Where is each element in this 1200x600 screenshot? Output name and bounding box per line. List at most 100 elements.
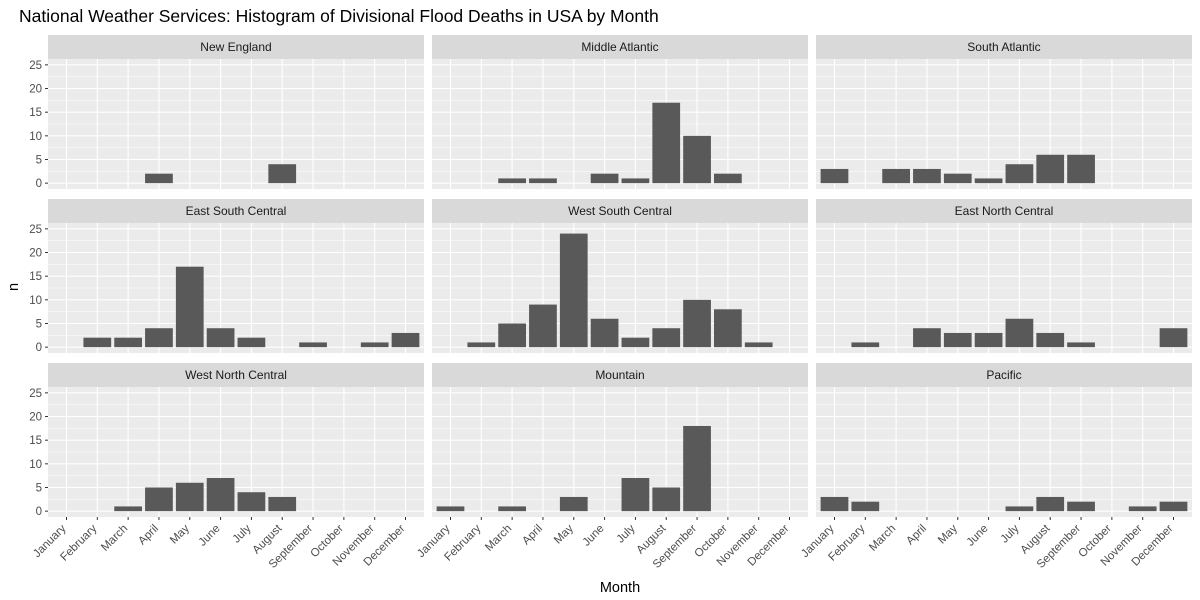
y-tick-label: 25 [29,60,42,72]
bar [299,342,327,348]
bar [498,323,526,348]
facet-strip-label: East North Central [955,204,1054,218]
y-tick-label: 15 [29,271,42,283]
x-tick-label: July [231,522,254,545]
bar [436,506,465,512]
bar [683,299,711,348]
bar [559,496,588,512]
facet-panels: New England 0 5 10 15 20 25 Middle Atlantic Sout… [29,35,1192,571]
bar [621,337,650,348]
bar [1067,501,1095,512]
chart-title: National Weather Services: Histogram of … [19,6,659,26]
bar [1067,154,1095,184]
facet-strip-label: West North Central [185,368,287,382]
x-tick-label: May [936,522,960,546]
bar [621,478,650,512]
bar [360,342,389,348]
bar [1005,318,1034,348]
bar [391,332,420,348]
bar [83,337,112,348]
bar [621,178,650,184]
bar [1005,506,1034,512]
bar [1005,164,1034,184]
y-tick-label: 0 [36,342,42,354]
facet-strip [48,199,424,223]
x-tick-label: March [99,523,130,554]
facet-strip-label: South Atlantic [967,40,1040,54]
bar [114,337,142,348]
bar [145,173,173,184]
y-tick-label: 5 [36,482,42,494]
bar [1159,328,1188,348]
facet-strip [432,363,808,387]
x-tick-label: April [520,523,545,548]
bar [175,482,204,512]
bar [590,173,619,184]
bar [529,178,557,184]
facet-panel: West North Central0510152025JanuaryFebru… [29,363,424,571]
bar [683,135,711,184]
bar [145,328,173,348]
bar [590,318,619,348]
facet-panel: New England 0 5 10 15 20 25 [29,35,424,190]
facet-panel: Middle Atlantic [432,35,808,189]
facet-strip [816,363,1192,387]
facet-strip [816,199,1192,223]
x-tick-label: July [615,522,638,545]
facet-strip-label: Middle Atlantic [581,40,658,54]
bar [145,487,173,512]
y-tick-label: 15 [29,107,42,119]
facet-panel: East North Central [816,199,1192,353]
facet-strip-label: Pacific [986,368,1021,382]
bar [820,168,849,184]
bar [1128,506,1157,512]
bar [237,492,266,512]
y-tick-label: 15 [29,435,42,447]
bar [683,425,711,512]
facet-panel: East South Central 0 5 10 15 20 25 [29,199,424,354]
bar [652,487,681,512]
facet-panel: West South Central [432,199,808,353]
bar [237,337,266,348]
x-tick-label: May [552,522,576,546]
bar [744,342,773,348]
x-tick-label: April [136,523,161,548]
y-tick-label: 0 [36,506,42,518]
x-tick-label: June [965,523,991,549]
bar [498,506,526,512]
y-tick-label: 5 [36,154,42,166]
bar [913,168,941,184]
bar [1036,332,1065,348]
x-axis-title: Month [600,580,640,596]
x-tick-label: April [904,523,929,548]
x-tick-label: May [168,522,192,546]
facet-strip [816,35,1192,59]
facet-strip [432,35,808,59]
y-tick-label: 10 [29,295,42,307]
bar [652,102,681,184]
y-tick-label: 0 [36,178,42,190]
x-tick-label: June [197,523,223,549]
bar [851,501,880,512]
facet-strip-label: New England [200,40,271,54]
bar [467,342,496,348]
facet-strip-label: West South Central [568,204,672,218]
bar [714,173,742,184]
bar [206,328,235,348]
facet-strip-label: Mountain [595,368,644,382]
y-tick-label: 25 [29,388,42,400]
bar [1067,342,1095,348]
y-tick-label: 5 [36,318,42,330]
bar [1036,154,1065,184]
facet-strip [48,35,424,59]
bar [268,164,297,184]
y-tick-label: 25 [29,224,42,236]
bar [268,496,297,512]
x-tick-label: June [581,523,607,549]
facet-strip [432,199,808,223]
bar [913,328,941,348]
bar [559,233,588,348]
bar [206,478,235,512]
